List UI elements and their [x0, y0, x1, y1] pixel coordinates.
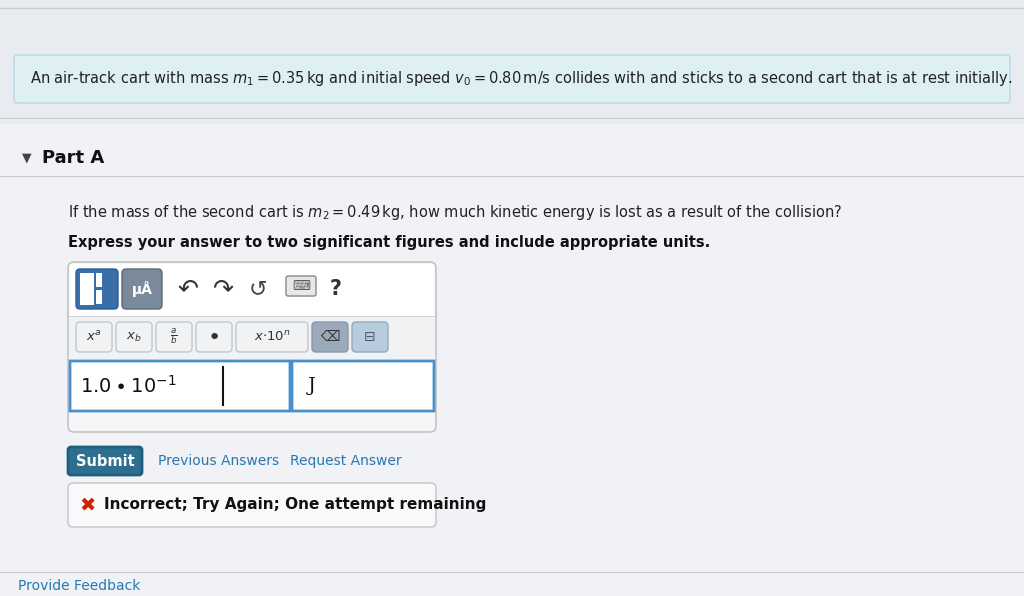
Text: ↶: ↶	[177, 277, 199, 301]
FancyBboxPatch shape	[122, 269, 162, 309]
Bar	[70, 316, 434, 360]
FancyBboxPatch shape	[292, 361, 434, 411]
Text: $x^a$: $x^a$	[86, 330, 102, 344]
Text: Part A: Part A	[42, 149, 104, 167]
Text: $x{\cdot}10^n$: $x{\cdot}10^n$	[254, 330, 291, 344]
Text: Submit: Submit	[76, 454, 134, 468]
Text: ⌨: ⌨	[292, 280, 310, 293]
Bar	[70, 264, 434, 316]
Text: •: •	[208, 328, 220, 348]
FancyBboxPatch shape	[76, 322, 112, 352]
FancyBboxPatch shape	[236, 322, 308, 352]
Text: Incorrect; Try Again; One attempt remaining: Incorrect; Try Again; One attempt remain…	[104, 498, 486, 513]
Bar	[70, 361, 290, 411]
FancyBboxPatch shape	[116, 322, 152, 352]
FancyBboxPatch shape	[156, 322, 193, 352]
FancyBboxPatch shape	[14, 55, 1010, 103]
Text: $\frac{a}{b}$: $\frac{a}{b}$	[170, 327, 178, 347]
FancyBboxPatch shape	[76, 269, 118, 309]
Text: ⌫: ⌫	[321, 330, 340, 344]
FancyBboxPatch shape	[68, 262, 436, 432]
Text: ↷: ↷	[213, 277, 233, 301]
Text: ?: ?	[330, 279, 342, 299]
Text: Provide Feedback: Provide Feedback	[18, 579, 140, 593]
Text: $1.0\bullet10^{-1}$: $1.0\bullet10^{-1}$	[80, 375, 176, 397]
Bar	[96, 290, 102, 304]
Bar	[96, 273, 102, 287]
FancyBboxPatch shape	[352, 322, 388, 352]
Text: ↺: ↺	[249, 279, 267, 299]
Text: An air-track cart with mass $m_1 = 0.35\,\mathrm{kg}$ and initial speed $v_0 = 0: An air-track cart with mass $m_1 = 0.35\…	[30, 70, 1013, 88]
Text: J: J	[308, 377, 315, 395]
FancyBboxPatch shape	[286, 276, 316, 296]
Text: ✖: ✖	[80, 495, 96, 514]
Text: ⊟: ⊟	[365, 330, 376, 344]
Text: Request Answer: Request Answer	[290, 454, 401, 468]
FancyBboxPatch shape	[312, 322, 348, 352]
FancyBboxPatch shape	[68, 447, 142, 475]
FancyBboxPatch shape	[196, 322, 232, 352]
FancyBboxPatch shape	[68, 483, 436, 527]
Text: ▼: ▼	[22, 151, 32, 164]
Text: If the mass of the second cart is $m_2 = 0.49\,\mathrm{kg}$, how much kinetic en: If the mass of the second cart is $m_2 =…	[68, 203, 842, 222]
Text: μÅ: μÅ	[131, 281, 153, 297]
Text: Previous Answers: Previous Answers	[158, 454, 280, 468]
Text: $x_b$: $x_b$	[126, 330, 141, 343]
FancyBboxPatch shape	[70, 361, 290, 411]
Bar	[80, 273, 94, 305]
Text: Express your answer to two significant figures and include appropriate units.: Express your answer to two significant f…	[68, 234, 711, 250]
Bar	[0, 124, 1024, 596]
